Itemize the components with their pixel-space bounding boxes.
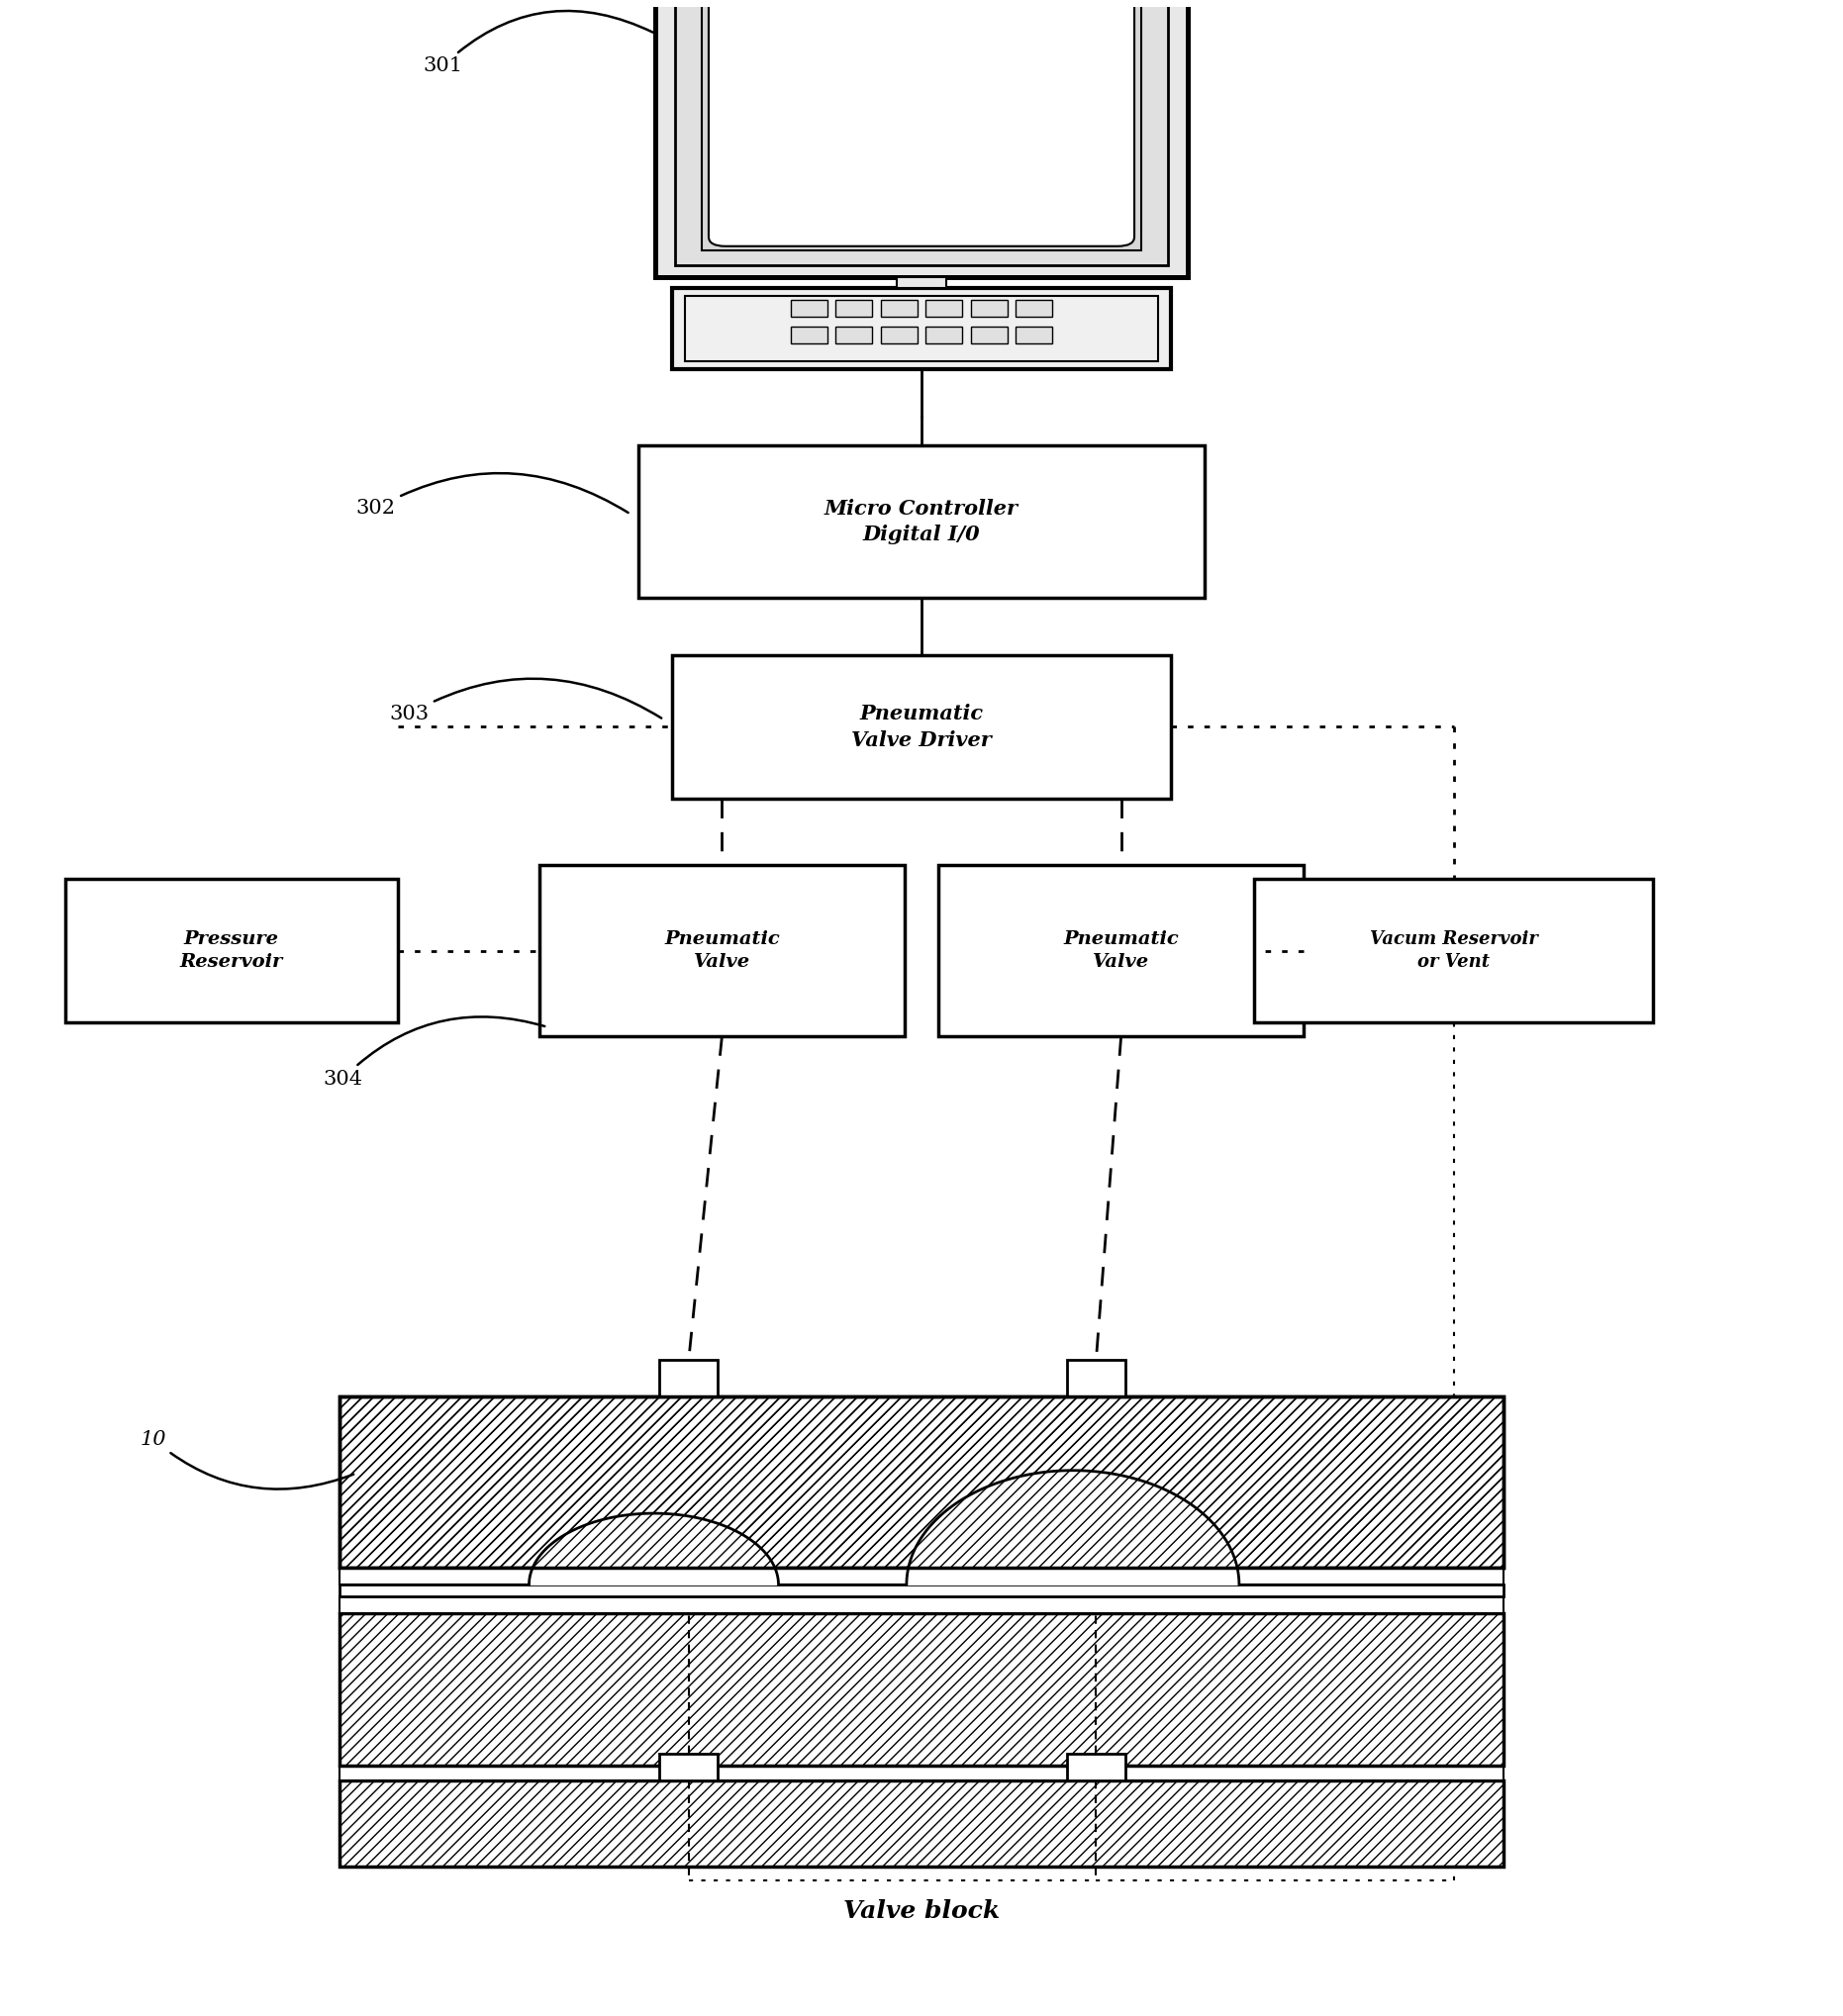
Bar xyxy=(339,1597,1504,1613)
Bar xyxy=(660,1754,717,1780)
Bar xyxy=(339,1395,1504,1568)
Bar xyxy=(339,1766,1504,1780)
Bar xyxy=(971,300,1006,317)
Text: Pressure
Reservoir: Pressure Reservoir xyxy=(181,929,284,972)
Bar xyxy=(660,1361,717,1395)
Bar xyxy=(837,300,872,317)
Text: 10: 10 xyxy=(140,1429,354,1490)
Polygon shape xyxy=(529,1514,778,1585)
Text: Valve block: Valve block xyxy=(844,1899,999,1923)
Text: 302: 302 xyxy=(356,474,628,518)
Text: 304: 304 xyxy=(323,1016,546,1089)
Bar xyxy=(656,0,1187,276)
Bar xyxy=(686,296,1157,361)
Bar xyxy=(1015,327,1052,343)
FancyBboxPatch shape xyxy=(710,0,1133,246)
Text: Vacum Reservoir
or Vent: Vacum Reservoir or Vent xyxy=(1369,929,1537,972)
Bar xyxy=(791,327,828,343)
Text: 301: 301 xyxy=(422,10,652,77)
Bar xyxy=(702,0,1141,250)
Bar xyxy=(538,865,905,1036)
Bar xyxy=(673,655,1170,798)
Text: Pneumatic
Valve: Pneumatic Valve xyxy=(663,929,780,972)
Bar xyxy=(925,327,962,343)
Text: Micro Controller
Digital I/0: Micro Controller Digital I/0 xyxy=(824,498,1019,544)
Bar xyxy=(339,1585,1504,1597)
Bar xyxy=(938,865,1305,1036)
Bar xyxy=(1067,1361,1126,1395)
Bar xyxy=(339,1568,1504,1585)
Bar xyxy=(881,300,918,317)
Bar xyxy=(971,327,1006,343)
Bar xyxy=(896,276,947,288)
Bar xyxy=(791,300,828,317)
Text: Pneumatic
Valve: Pneumatic Valve xyxy=(1063,929,1180,972)
Bar xyxy=(837,327,872,343)
Bar xyxy=(1253,879,1653,1022)
Bar xyxy=(1067,1754,1126,1780)
Text: 303: 303 xyxy=(389,679,662,724)
Bar xyxy=(1015,300,1052,317)
Bar xyxy=(339,1613,1504,1766)
Bar xyxy=(881,327,918,343)
Bar xyxy=(339,1395,1504,1568)
Bar xyxy=(65,879,398,1022)
Polygon shape xyxy=(907,1470,1238,1585)
Text: Pneumatic
Valve Driver: Pneumatic Valve Driver xyxy=(851,704,992,750)
Bar xyxy=(675,0,1168,266)
Bar xyxy=(673,288,1170,369)
Bar xyxy=(925,300,962,317)
Bar xyxy=(339,1780,1504,1867)
Bar xyxy=(640,446,1203,599)
